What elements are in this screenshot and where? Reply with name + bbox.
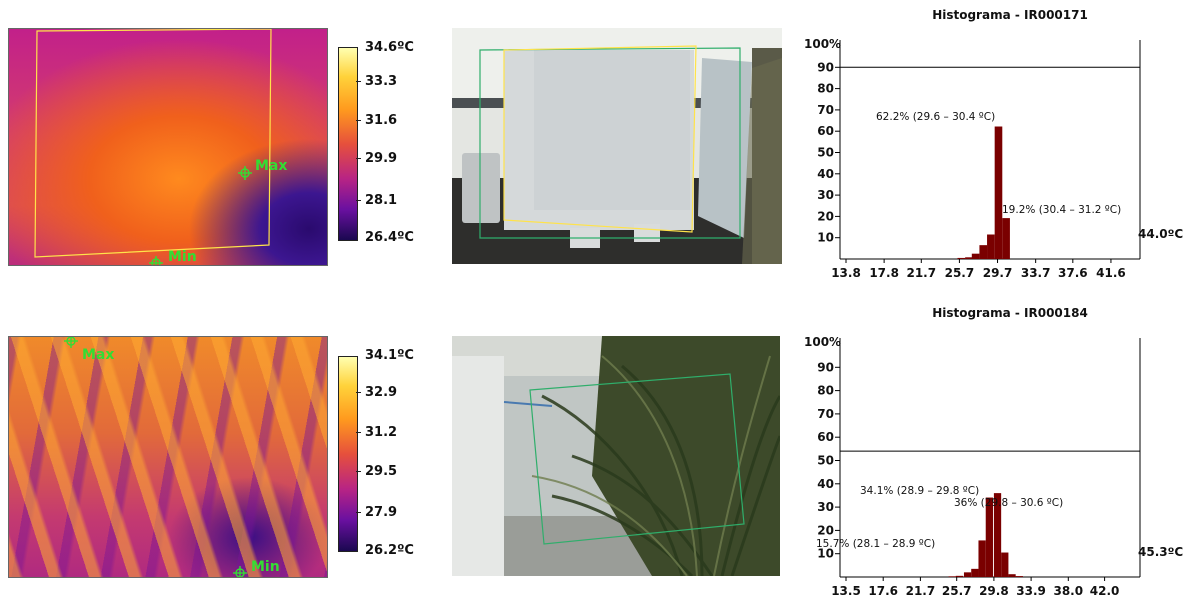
min-label-2: Min <box>251 559 280 575</box>
histogram-bar <box>957 257 966 259</box>
histogram-bar <box>994 126 1003 259</box>
x-tick-label: 33.9 <box>1016 584 1046 598</box>
bar-annotation: 19.2% (30.4 – 31.2 ºC) <box>1002 204 1121 216</box>
colorbar-2 <box>338 356 358 552</box>
histogram-2: 100% 90 80 70 60 50 40 30 20 10 13.5 17.6 21.7 25.7 29… <box>804 335 1183 598</box>
y-tick-label: 40 <box>817 167 834 181</box>
x-tick-label: 37.6 <box>1058 266 1088 280</box>
max-label-2: Max <box>82 347 115 363</box>
x-tick-label: 29.8 <box>979 584 1009 598</box>
bar-annotation: 34.1% (28.9 – 29.8 ºC) <box>860 485 979 497</box>
histogram-1: 100% 90 80 70 60 50 40 30 20 10 13.8 17.8 21.7 25.7 29… <box>804 37 1183 280</box>
x-tick-label: 21.7 <box>906 266 936 280</box>
x-tick-label: 42.0 <box>1090 584 1120 598</box>
histogram-2-title: Histograma - IR000184 <box>932 306 1088 320</box>
y-tick-label: 80 <box>817 384 834 398</box>
x-tick-label: 17.8 <box>869 266 899 280</box>
x-tick-label: 33.7 <box>1021 266 1051 280</box>
x-axis-max-label: 45.3ºC <box>1138 545 1183 559</box>
thermal-image-2: Max Min <box>8 336 328 578</box>
max-label-1: Max <box>255 158 288 174</box>
histogram-bar <box>993 493 1002 577</box>
max-marker-1 <box>238 166 252 180</box>
x-tick-label: 29.7 <box>983 266 1013 280</box>
histogram-1-title: Histograma - IR000171 <box>932 8 1088 22</box>
colorbar-2-min: 26.2ºC <box>365 543 414 558</box>
x-tick-label: 41.6 <box>1096 266 1126 280</box>
histogram-bar <box>963 572 972 577</box>
y-tick-label: 70 <box>817 407 834 421</box>
histogram-bar <box>955 575 964 577</box>
colorbar-1-tick: 29.9 <box>365 151 398 166</box>
colorbar-1-min: 26.4ºC <box>365 230 414 245</box>
y-tick-label: 10 <box>817 231 834 245</box>
y-tick-label: 60 <box>817 124 834 138</box>
min-label-1: Min <box>168 249 197 265</box>
max-marker-2 <box>64 337 78 348</box>
x-axis-max-label: 44.0ºC <box>1138 227 1183 241</box>
y-tick-label: 60 <box>817 430 834 444</box>
y-axis-top-label: 100% <box>804 37 841 51</box>
histogram-bar <box>985 497 993 577</box>
x-tick-label: 17.6 <box>868 584 898 598</box>
roi-overlay-1 <box>34 29 272 265</box>
visible-photo-2 <box>452 336 780 576</box>
histogram-bar <box>948 576 956 577</box>
histogram-bar <box>1002 218 1010 259</box>
min-marker-1 <box>149 256 163 265</box>
y-tick-label: 50 <box>817 454 834 468</box>
colorbar-1-max: 34.6ºC <box>365 40 414 55</box>
colorbar-2-max: 34.1ºC <box>365 348 414 363</box>
bar-annotation: 36% (29.8 – 30.6 ºC) <box>954 497 1063 509</box>
x-tick-label: 25.7 <box>942 584 972 598</box>
colorbar-1-tick: 33.3 <box>365 74 398 89</box>
histogram-bar <box>971 568 979 577</box>
markers-overlay-2 <box>64 337 247 577</box>
colorbar-1-tick: 31.6 <box>365 113 398 128</box>
colorbar-2-tick: 31.2 <box>365 425 398 440</box>
histogram-bar <box>1001 552 1009 577</box>
y-tick-label: 20 <box>817 209 834 223</box>
histogram-bar <box>1008 574 1016 577</box>
colorbar-2-tick: 27.9 <box>365 505 398 520</box>
x-tick-label: 21.7 <box>906 584 936 598</box>
x-tick-label: 38.0 <box>1053 584 1083 598</box>
x-tick-label: 13.8 <box>831 266 861 280</box>
y-tick-label: 90 <box>817 360 834 374</box>
y-tick-label: 90 <box>817 60 834 74</box>
y-tick-label: 70 <box>817 103 834 117</box>
thermal-image-1: Max Min <box>8 28 328 266</box>
histogram-bar <box>965 257 973 259</box>
min-marker-2 <box>233 566 247 577</box>
y-tick-label: 30 <box>817 188 834 202</box>
bar-annotation: 62.2% (29.6 – 30.4 ºC) <box>876 111 995 123</box>
y-axis-top-label: 100% <box>804 335 841 349</box>
histogram-bar <box>971 253 980 259</box>
y-tick-label: 80 <box>817 82 834 96</box>
y-tick-label: 50 <box>817 146 834 160</box>
x-tick-label: 13.5 <box>831 584 861 598</box>
bar-annotation: 15.7% (28.1 – 28.9 ºC) <box>816 538 935 550</box>
y-tick-label: 20 <box>817 523 834 537</box>
colorbar-1 <box>338 47 358 241</box>
colorbar-2-tick: 32.9 <box>365 385 398 400</box>
y-tick-label: 10 <box>817 547 834 561</box>
x-tick-label: 25.7 <box>945 266 975 280</box>
colorbar-2-tick: 29.5 <box>365 464 398 479</box>
histogram-bar <box>987 234 995 259</box>
histogram-bar <box>1015 576 1023 577</box>
y-tick-label: 30 <box>817 500 834 514</box>
histogram-bar <box>979 245 988 259</box>
colorbar-1-tick: 28.1 <box>365 193 398 208</box>
y-tick-label: 40 <box>817 477 834 491</box>
histogram-bar <box>978 540 986 577</box>
visible-photo-1 <box>452 28 782 264</box>
